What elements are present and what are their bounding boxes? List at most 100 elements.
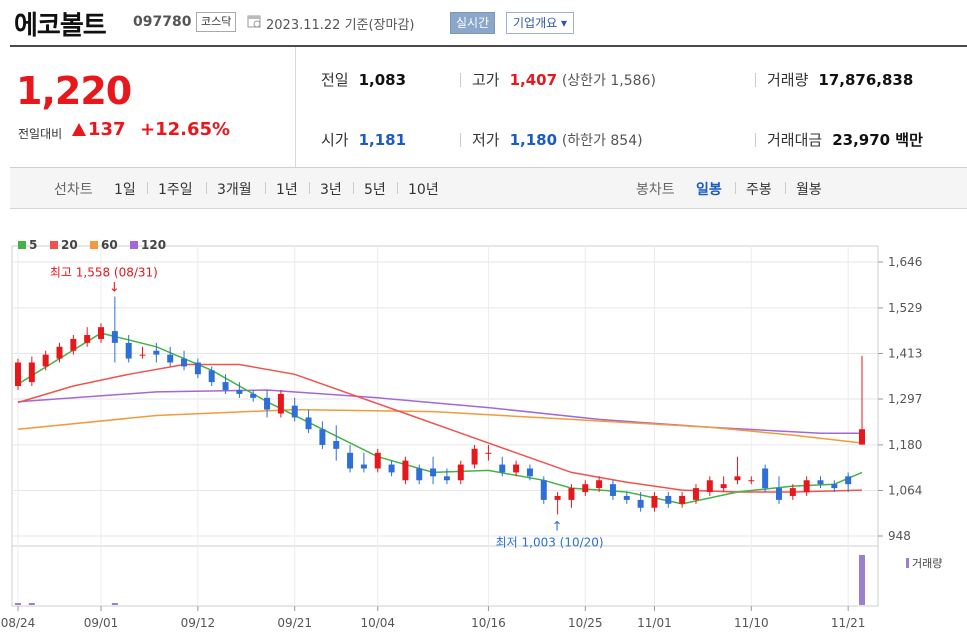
change-amount: 137 (72, 119, 126, 140)
candle-body (236, 389, 243, 394)
line-chart-label: 선차트 (54, 182, 93, 198)
lower-limit: (하한가 854) (561, 133, 643, 149)
candle-body (277, 393, 284, 414)
candle-body (485, 452, 492, 454)
candle-body (596, 480, 603, 489)
tab-monthly[interactable]: 월봉 (796, 182, 822, 198)
high-value: 1,407 (509, 71, 558, 89)
market-badge: 코스닥 (196, 12, 237, 32)
base-date: 2023.11.22 기준(장마감) (266, 18, 415, 33)
candle-body (42, 354, 49, 367)
upper-limit: (상한가 1,586) (561, 73, 656, 89)
candle-body (803, 480, 810, 493)
volume-bar (15, 603, 21, 605)
candle-body (845, 476, 852, 485)
x-tick-label: 09/12 (181, 616, 216, 630)
candle-body (513, 464, 520, 473)
candle-body (706, 480, 713, 493)
candle-body (305, 417, 312, 430)
tab-weekly[interactable]: 주봉 (746, 182, 772, 198)
candle-body (623, 495, 630, 500)
divider (460, 133, 461, 147)
x-tick-label: 08/24 (1, 616, 36, 630)
candle-body (98, 327, 105, 339)
ma-line-5 (17, 332, 863, 505)
y-tick-label: 1,646 (888, 255, 922, 269)
y-tick-label: 1,413 (888, 346, 922, 360)
up-triangle-icon (72, 123, 86, 136)
ma-line-60 (17, 408, 863, 444)
candle-body (70, 338, 77, 351)
x-tick-label: 10/04 (360, 616, 395, 630)
legend-swatch (50, 241, 58, 249)
candle-body (540, 480, 547, 500)
legend-swatch (18, 241, 26, 249)
open-price: 시가 1,181 (321, 129, 406, 150)
volume-legend-label: 거래량 (912, 557, 942, 570)
divider (460, 73, 461, 87)
candlestick-chart[interactable]: 1,646 1,529 1,413 1,297 1,180 1,064 948 08/24 09… (0, 210, 967, 643)
candle-body (208, 370, 215, 383)
candle-body (360, 464, 367, 469)
volume-bar (28, 603, 35, 605)
candle-body (28, 362, 35, 383)
tab-daily[interactable]: 일봉 (696, 182, 722, 198)
y-tick-label: 1,064 (888, 483, 922, 497)
divider (755, 73, 756, 87)
candle-body (291, 405, 298, 418)
tab-5y[interactable]: 5년 (364, 182, 386, 198)
company-overview-button[interactable]: 기업개요 ▾ (506, 12, 574, 34)
amount-label: 거래대금 (767, 131, 823, 149)
tab-1d[interactable]: 1일 (114, 182, 136, 198)
candle-body (222, 382, 229, 390)
candle-body (665, 495, 672, 504)
candle-body (789, 488, 796, 496)
volume-value: 17,876,838 (818, 71, 914, 89)
candle-body (554, 495, 561, 500)
tab-1y[interactable]: 1년 (276, 182, 298, 198)
candle-body (416, 468, 423, 481)
tab-10y[interactable]: 10년 (408, 182, 439, 198)
candle-body (15, 362, 21, 387)
candle-body (499, 464, 506, 473)
candle-body (319, 429, 326, 445)
low-price: 저가 1,180 (하한가 854) (472, 129, 643, 150)
candle-body (194, 362, 201, 375)
down-arrow-icon: ↓ (109, 281, 120, 296)
tab-3m[interactable]: 3개월 (217, 182, 252, 198)
legend-label: 20 (61, 238, 78, 252)
chart-tabs: 선차트 1일 1주일 3개월 1년 3년 5년 10년 봉차트 일봉 주봉 월봉 (10, 168, 967, 209)
tab-3y[interactable]: 3년 (320, 182, 342, 198)
candle-body (471, 448, 478, 465)
amount-value: 23,970 백만 (832, 131, 923, 149)
y-tick-label: 1,180 (888, 438, 922, 452)
high-label: 고가 (472, 71, 500, 89)
candle-body (817, 480, 824, 485)
candle-body (720, 484, 727, 489)
tab-divider (265, 182, 266, 194)
stock-header: 에코볼트 097780 코스닥 2023.11.22 기준(장마감) 실시간 기… (0, 0, 967, 44)
volume-bar (859, 555, 865, 605)
candle-body (167, 354, 174, 363)
stock-code: 097780 (133, 14, 192, 30)
x-tick-label: 10/25 (568, 616, 603, 630)
candle-body (125, 342, 132, 359)
candle-body (443, 476, 450, 481)
candle-body (637, 499, 644, 508)
legend-label: 5 (29, 238, 37, 252)
candle-body (775, 488, 782, 500)
x-tick-label: 11/01 (637, 616, 672, 630)
legend-label: 60 (101, 238, 118, 252)
divider (755, 133, 756, 147)
tab-divider (206, 182, 207, 194)
tab-1w[interactable]: 1주일 (158, 182, 193, 198)
realtime-button[interactable]: 실시간 (450, 12, 496, 34)
change-percent: +12.65% (140, 119, 231, 140)
max-annotation: 최고 1,558 (08/31) (50, 266, 158, 280)
ma-line-120 (17, 389, 862, 434)
volume-bar (111, 603, 118, 605)
candle-body (859, 429, 865, 445)
tab-divider (397, 182, 398, 194)
candle-body (84, 335, 91, 343)
candle-body (679, 495, 686, 504)
